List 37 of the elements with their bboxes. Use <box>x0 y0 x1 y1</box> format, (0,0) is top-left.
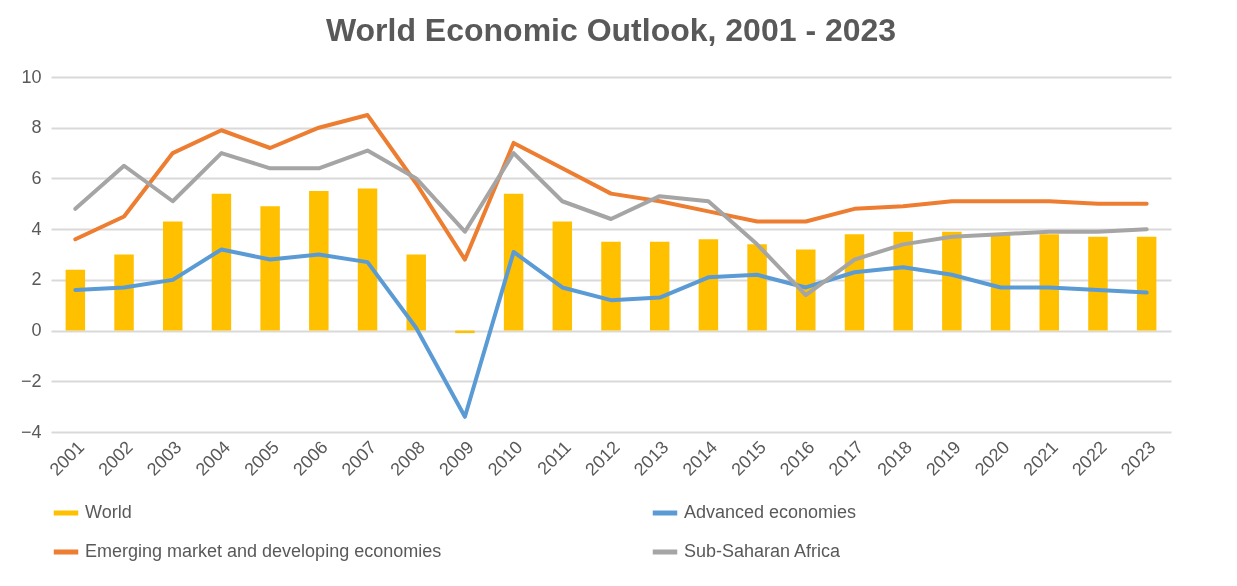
bar <box>893 231 913 331</box>
legend-label: Sub-Saharan Africa <box>684 541 842 561</box>
bar <box>163 221 183 331</box>
legend-label: Advanced economies <box>684 502 857 522</box>
y-tick-label: −4 <box>20 421 42 442</box>
bar <box>1088 236 1108 331</box>
legend-label: World <box>85 502 132 522</box>
chart-title: World Economic Outlook, 2001 - 2023 <box>325 12 897 48</box>
bar <box>309 191 329 331</box>
bar <box>601 241 621 331</box>
bar <box>552 221 573 331</box>
bar <box>503 193 524 331</box>
y-tick-label: 2 <box>31 269 42 290</box>
bar <box>747 244 767 331</box>
line-series <box>73 113 1149 262</box>
line-series <box>73 247 1149 419</box>
bar <box>990 234 1011 331</box>
bar <box>649 241 670 331</box>
bar <box>211 193 232 331</box>
bar <box>65 269 86 331</box>
bar <box>260 206 280 331</box>
bar <box>698 239 719 331</box>
bar <box>406 254 426 331</box>
line-series <box>73 148 1149 298</box>
bar <box>1039 234 1059 331</box>
bar <box>1136 236 1157 331</box>
bar <box>942 231 962 331</box>
bar <box>114 254 134 331</box>
bar <box>357 188 378 331</box>
legend-label: Emerging market and developing economies <box>85 541 442 561</box>
y-tick-label: 10 <box>21 66 42 87</box>
y-tick-label: 4 <box>31 218 42 239</box>
y-tick-label: 8 <box>31 117 42 138</box>
y-tick-label: 6 <box>31 167 42 188</box>
bar <box>796 249 816 331</box>
y-tick-label: −2 <box>20 370 42 391</box>
y-tick-label: 0 <box>31 320 42 341</box>
